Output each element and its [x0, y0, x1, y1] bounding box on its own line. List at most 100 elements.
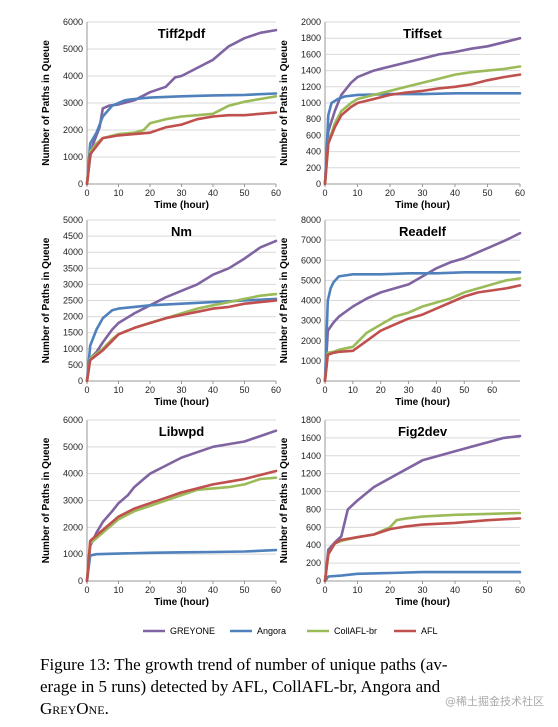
y-tick-label: 1000: [301, 98, 321, 108]
series-line-greyone: [85, 239, 278, 383]
y-tick-label: 1400: [301, 66, 321, 76]
chart-panel-tiffset: 0 200 400 600 800 1000 1200 1400 1600 1800 2000 0 10…: [279, 17, 525, 211]
y-tick-label: 0: [316, 376, 321, 386]
x-tick-label: 0: [322, 585, 327, 595]
y-tick-label: 5000: [63, 215, 83, 225]
x-axis-label: Time (hour): [154, 397, 209, 408]
series-line-afl: [323, 73, 522, 186]
chart-title: Libwpd: [159, 424, 205, 439]
series-line-collafl-br: [323, 65, 522, 186]
y-tick-label: 8000: [301, 215, 321, 225]
x-tick-label: 60: [515, 585, 525, 595]
y-tick-label: 6000: [63, 17, 83, 27]
x-tick-label: 40: [208, 385, 218, 395]
y-tick-label: 7000: [301, 235, 321, 245]
chart-panel-libwpd: 0 1000 2000 3000 4000 5000 6000 0 10 20 30 40 50 60 Li…: [41, 415, 281, 608]
y-tick-label: 2000: [301, 17, 321, 27]
x-tick-label: 60: [487, 385, 497, 395]
y-tick-label: 6000: [301, 255, 321, 265]
y-tick-label: 1000: [301, 356, 321, 366]
x-tick-label: 0: [84, 385, 89, 395]
series-line-greyone: [85, 429, 278, 583]
y-tick-label: 3500: [63, 263, 83, 273]
y-axis-label: Number of Paths in Queue: [279, 437, 290, 563]
x-axis-label: Time (hour): [395, 597, 450, 608]
y-tick-label: 0: [78, 376, 83, 386]
y-tick-label: 4000: [63, 71, 83, 81]
series-line-afl: [85, 299, 278, 383]
y-tick-label: 2000: [63, 312, 83, 322]
x-tick-label: 10: [113, 585, 123, 595]
caption-line-1: Figure 13: The growth trend of number of…: [40, 655, 448, 674]
y-tick-label: 3000: [301, 316, 321, 326]
x-tick-label: 40: [450, 188, 460, 198]
series-line-greyone: [323, 231, 522, 383]
y-tick-label: 400: [306, 147, 321, 157]
x-tick-label: 10: [113, 188, 123, 198]
series-line-greyone: [323, 36, 522, 186]
x-tick-label: 30: [417, 188, 427, 198]
y-tick-label: 1000: [63, 344, 83, 354]
caption-line-2: erage in 5 runs) detected by AFL, CollAF…: [40, 677, 441, 696]
y-tick-label: 2500: [63, 296, 83, 306]
x-tick-label: 40: [431, 385, 441, 395]
y-tick-label: 0: [316, 576, 321, 586]
y-tick-label: 2000: [63, 522, 83, 532]
series-line-angora: [85, 297, 278, 383]
y-tick-label: 600: [306, 130, 321, 140]
x-tick-label: 40: [208, 585, 218, 595]
y-tick-label: 500: [68, 360, 83, 370]
x-axis-label: Time (hour): [395, 397, 450, 408]
legend-label-afl: AFL: [421, 626, 438, 636]
x-tick-label: 50: [239, 585, 249, 595]
x-tick-label: 60: [271, 188, 281, 198]
x-tick-label: 10: [348, 385, 358, 395]
x-tick-label: 10: [352, 585, 362, 595]
chart-panel-tiff2pdf: 0 1000 2000 3000 4000 5000 6000 0 10 20 30 40 50 60 Ti…: [41, 17, 281, 211]
y-axis-label: Number of Paths in Queue: [279, 40, 290, 166]
y-tick-label: 4000: [63, 247, 83, 257]
y-tick-label: 3000: [63, 279, 83, 289]
series-line-collafl-br: [85, 95, 278, 186]
y-tick-label: 800: [306, 114, 321, 124]
series-line-angora: [85, 92, 278, 186]
series-line-angora: [323, 570, 522, 583]
x-tick-label: 20: [385, 188, 395, 198]
chart-title: Nm: [171, 224, 192, 239]
y-axis-label: Number of Paths in Queue: [41, 40, 52, 166]
legend: GREYONE Angora CollAFL-br AFL: [143, 626, 438, 636]
caption-line-3: GreyOne.: [40, 698, 540, 720]
y-tick-label: 1000: [63, 152, 83, 162]
y-tick-label: 4000: [301, 296, 321, 306]
y-tick-label: 1400: [301, 451, 321, 461]
y-tick-label: 200: [306, 558, 321, 568]
x-tick-label: 0: [84, 585, 89, 595]
y-tick-label: 6000: [63, 415, 83, 425]
x-tick-label: 20: [385, 585, 395, 595]
x-tick-label: 10: [113, 385, 123, 395]
legend-label-angora: Angora: [257, 626, 286, 636]
y-tick-label: 1200: [301, 469, 321, 479]
series-line-afl: [85, 469, 278, 583]
x-tick-label: 40: [450, 585, 460, 595]
figure-caption: Figure 13: The growth trend of number of…: [40, 654, 540, 720]
y-tick-label: 4500: [63, 231, 83, 241]
x-tick-label: 30: [176, 385, 186, 395]
x-axis-label: Time (hour): [154, 200, 209, 211]
x-tick-label: 60: [271, 585, 281, 595]
series-line-afl: [323, 284, 522, 383]
y-tick-label: 1200: [301, 82, 321, 92]
y-tick-label: 1000: [63, 549, 83, 559]
x-tick-label: 10: [352, 188, 362, 198]
x-tick-label: 50: [239, 188, 249, 198]
x-tick-label: 20: [145, 585, 155, 595]
x-tick-label: 60: [271, 385, 281, 395]
x-tick-label: 20: [376, 385, 386, 395]
x-tick-label: 40: [208, 188, 218, 198]
y-tick-label: 5000: [63, 442, 83, 452]
y-tick-label: 3000: [63, 98, 83, 108]
y-tick-label: 2000: [301, 336, 321, 346]
x-tick-label: 30: [404, 385, 414, 395]
x-tick-label: 50: [482, 585, 492, 595]
